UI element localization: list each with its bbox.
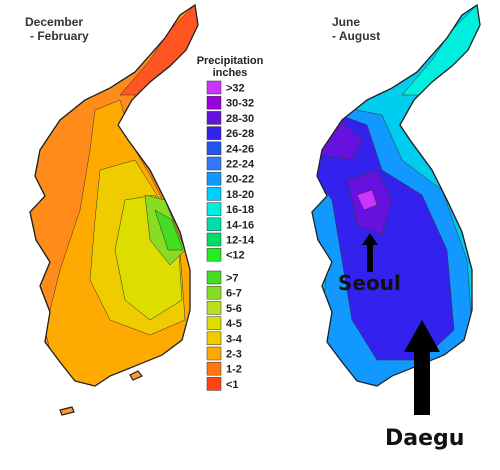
legend-swatch — [206, 126, 222, 140]
legend-swatch — [206, 187, 222, 201]
city-label: Daegu — [385, 426, 464, 451]
summer-map: June - August — [311, 4, 481, 387]
map-title: - August — [332, 29, 380, 43]
legend-swatch — [206, 141, 222, 156]
legend-label: >7 — [226, 273, 239, 285]
legend-swatch — [206, 301, 222, 315]
legend-label: 20-22 — [226, 174, 254, 186]
legend-label: 28-30 — [226, 113, 254, 125]
legend-swatch — [206, 361, 222, 376]
legend-swatch — [206, 346, 222, 361]
arrow — [362, 233, 378, 272]
legend: Precipitation inches >32 30-32 28-30 26-28 2… — [197, 55, 264, 391]
legend-swatch — [206, 217, 222, 232]
legend-swatch — [206, 80, 222, 95]
legend-label: 24-26 — [226, 143, 254, 155]
legend-swatch — [206, 247, 222, 262]
legend-label: 30-32 — [226, 98, 254, 110]
legend-label: 18-20 — [226, 189, 254, 201]
legend-swatch — [206, 377, 222, 391]
legend-swatch — [206, 95, 222, 110]
legend-label: 22-24 — [226, 159, 255, 171]
legend-label: 12-14 — [226, 235, 255, 247]
legend-swatch — [206, 111, 222, 125]
legend-subtitle: inches — [213, 67, 248, 79]
winter-map: December - February — [25, 4, 199, 416]
map-title: December — [25, 15, 83, 29]
legend-label: 4-5 — [226, 318, 242, 330]
legend-label: 16-18 — [226, 204, 254, 216]
legend-swatch — [206, 331, 222, 346]
legend-label: 1-2 — [226, 364, 242, 376]
legend-label: <1 — [226, 379, 239, 391]
legend-swatch — [206, 316, 222, 330]
legend-swatch — [206, 171, 222, 186]
arrow — [404, 320, 440, 415]
legend-label: 3-4 — [226, 333, 243, 345]
legend-label: <12 — [226, 250, 245, 262]
legend-label: 14-16 — [226, 219, 254, 231]
legend-title: Precipitation — [197, 55, 264, 67]
legend-label: >32 — [226, 83, 245, 95]
map-title: June — [332, 15, 360, 29]
legend-swatch — [206, 232, 222, 247]
legend-swatch — [206, 285, 222, 300]
legend-label: 2-3 — [226, 349, 242, 361]
legend-label: 26-28 — [226, 128, 254, 140]
city-label: Seoul — [338, 271, 401, 295]
legend-swatch — [206, 270, 222, 285]
legend-label: 5-6 — [226, 303, 242, 315]
legend-swatch — [206, 156, 222, 171]
map-title: - February — [30, 29, 89, 43]
legend-label: 6-7 — [226, 288, 242, 300]
legend-swatch — [206, 202, 222, 216]
